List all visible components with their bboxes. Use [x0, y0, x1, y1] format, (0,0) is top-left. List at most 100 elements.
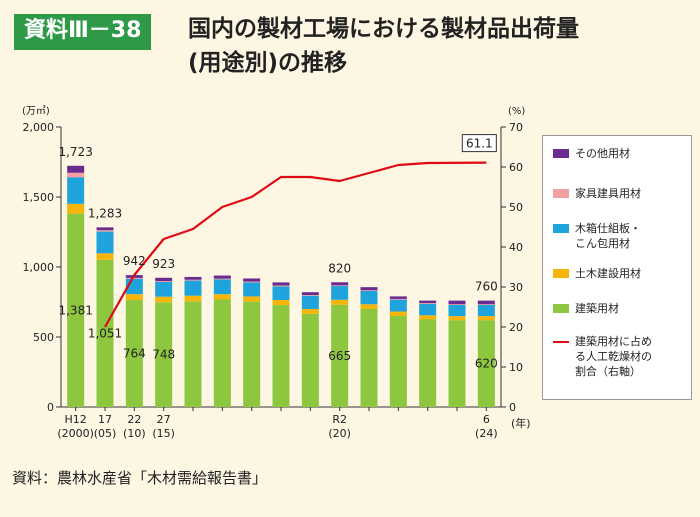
bar-segment-series-4 — [360, 287, 378, 291]
bar-segment-series-1 — [67, 203, 85, 214]
y-tick-label-right: 30 — [509, 281, 523, 294]
bar-segment-series-4 — [477, 300, 495, 305]
bar-segment-series-3 — [213, 278, 231, 280]
x-tick-sublabel: (2000) — [57, 427, 94, 440]
bar-segment-series-3 — [184, 279, 202, 281]
bar-segment-series-0 — [67, 213, 85, 407]
bar-total-label: 942 — [123, 254, 146, 268]
figure-number-badge: 資料Ⅲ－38 — [14, 14, 152, 50]
bar-segment-series-2 — [331, 286, 349, 300]
bar-segment-series-3 — [360, 290, 378, 291]
bar-segment-series-2 — [272, 286, 290, 301]
source-note: 資料：農林水産省「木材需給報告書」 — [12, 469, 268, 487]
bar-segment-series-0 — [360, 309, 378, 407]
bar-segment-series-3 — [477, 304, 495, 305]
x-tick-label: R2 — [332, 413, 347, 426]
bar-segment-series-0 — [243, 301, 261, 407]
x-tick-label: 27 — [157, 413, 171, 426]
bar-base-label: 764 — [123, 347, 146, 361]
x-tick-sublabel: (10) — [123, 427, 146, 440]
bar-segment-series-4 — [213, 275, 231, 279]
bar-segment-series-3 — [67, 172, 85, 178]
bar-total-label: 820 — [328, 261, 351, 275]
bar-segment-series-0 — [448, 320, 466, 407]
bar-segment-series-0 — [125, 300, 143, 407]
bar-segment-series-4 — [184, 276, 202, 280]
y-tick-label-right: 10 — [509, 361, 523, 374]
bar-segment-series-1 — [213, 294, 231, 300]
bar-segment-series-4 — [448, 300, 466, 305]
bar-segment-series-0 — [184, 301, 202, 407]
bar-segment-series-4 — [389, 296, 407, 299]
bar-segment-series-3 — [419, 303, 437, 304]
bar-segment-series-2 — [301, 295, 319, 309]
bar-segment-series-1 — [477, 316, 495, 321]
legend-color-swatch — [553, 269, 569, 278]
bar-base-label: 1,381 — [58, 303, 92, 317]
line-value-callout-box — [461, 134, 497, 153]
bar-segment-series-1 — [389, 311, 407, 316]
x-axis-unit: (年) — [511, 416, 531, 430]
bar-segment-series-0 — [477, 320, 495, 407]
y-axis-right-unit: (%) — [508, 106, 525, 117]
legend-line-swatch — [553, 341, 569, 343]
legend-color-swatch — [553, 304, 569, 313]
bar-segment-series-0 — [213, 299, 231, 407]
y-tick-label-left: 0 — [47, 401, 54, 414]
x-tick-label: 6 — [483, 413, 490, 426]
x-tick-sublabel: (24) — [475, 427, 498, 440]
legend-label: 土木建設用材 — [575, 267, 641, 280]
y-tick-label-right: 60 — [509, 161, 523, 174]
bar-segment-series-0 — [389, 316, 407, 407]
legend-color-swatch — [553, 149, 569, 158]
bar-segment-series-4 — [301, 292, 319, 295]
bar-segment-series-3 — [155, 281, 173, 282]
bar-segment-series-0 — [301, 313, 319, 407]
bar-segment-series-2 — [243, 282, 261, 297]
bar-segment-series-3 — [96, 230, 114, 232]
bar-segment-series-2 — [213, 279, 231, 295]
bar-segment-series-3 — [125, 277, 143, 279]
x-tick-sublabel: (05) — [94, 427, 117, 440]
bar-segment-series-2 — [67, 177, 85, 204]
bar-segment-series-0 — [272, 305, 290, 407]
bar-segment-series-0 — [96, 259, 114, 407]
y-tick-label-left: 2,000 — [23, 121, 55, 134]
x-tick-sublabel: (15) — [152, 427, 175, 440]
bar-base-label: 1,051 — [88, 326, 122, 340]
bar-segment-series-2 — [389, 299, 407, 312]
y-tick-label-right: 40 — [509, 241, 523, 254]
bar-segment-series-1 — [301, 309, 319, 314]
bar-segment-series-2 — [360, 290, 378, 305]
bar-segment-series-1 — [448, 316, 466, 321]
y-tick-label-right: 70 — [509, 121, 523, 134]
y-tick-label-left: 1,000 — [23, 261, 55, 274]
bar-segment-series-1 — [272, 300, 290, 306]
bar-segment-series-0 — [155, 302, 173, 407]
bar-segment-series-1 — [331, 299, 349, 305]
bar-segment-series-2 — [155, 281, 173, 297]
chart-title-line-1: 国内の製材工場における製材品出荷量 — [188, 16, 579, 42]
bar-total-label: 1,283 — [88, 206, 122, 220]
bar-segment-series-1 — [243, 296, 261, 302]
bar-total-label: 923 — [152, 257, 175, 271]
legend-label: 木箱仕組板・ こん包用材 — [575, 222, 641, 250]
chart-legend: その他用材 家具建具用材 木箱仕組板・ こん包用材 土木建設用材 建築用材 建築用材に占め… — [542, 135, 692, 400]
legend-label: 家具建具用材 — [575, 187, 641, 200]
bar-segment-series-2 — [419, 303, 437, 316]
y-axis-left-unit: (万㎥) — [22, 104, 50, 117]
bar-segment-series-3 — [243, 281, 261, 283]
bar-base-label: 748 — [152, 348, 175, 362]
bar-segment-series-0 — [331, 304, 349, 407]
bar-segment-series-3 — [448, 304, 466, 305]
bar-segment-series-3 — [331, 285, 349, 287]
y-tick-label-right: 50 — [509, 201, 523, 214]
bar-base-label: 665 — [328, 349, 351, 363]
bar-segment-series-1 — [155, 296, 173, 303]
x-tick-label: H12 — [65, 413, 87, 426]
bar-segment-series-1 — [419, 315, 437, 320]
y-tick-label-left: 500 — [33, 331, 54, 344]
bar-segment-series-3 — [301, 295, 319, 296]
bar-segment-series-2 — [448, 304, 466, 317]
bar-segment-series-4 — [96, 227, 114, 231]
